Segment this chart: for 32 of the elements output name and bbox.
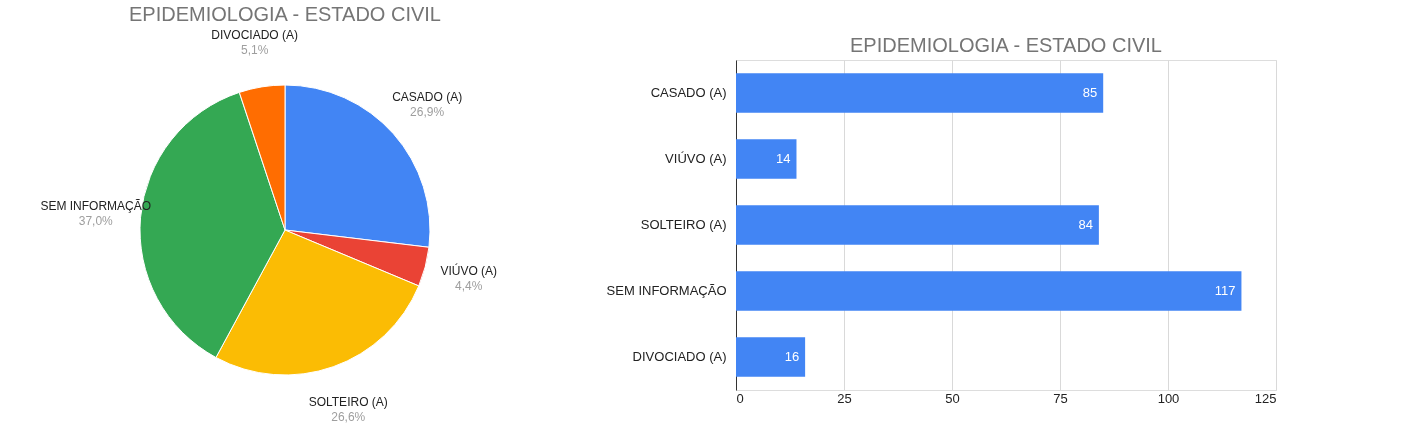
slice-label: VIÚVO (A) <box>440 263 498 279</box>
data-label: 37,0% <box>78 214 114 229</box>
x-tick-label: 25 <box>837 390 852 406</box>
data-label: 85 <box>1082 85 1098 100</box>
data-label: 5,1% <box>241 43 269 58</box>
x-tick-label: 0 <box>736 390 744 406</box>
slice-label: SOLTEIRO (A) <box>308 395 388 410</box>
data-label: 84 <box>1078 217 1093 232</box>
bar <box>736 205 1099 245</box>
x-tick-label: 75 <box>1053 390 1068 406</box>
data-label: 16 <box>784 349 800 364</box>
data-label: 26,6% <box>331 410 366 425</box>
y-tick-label: SEM INFORMAÇÃO <box>606 283 727 298</box>
slice-label: CASADO (A) <box>392 89 463 104</box>
y-tick-label: SOLTEIRO (A) <box>640 217 727 232</box>
x-tick-label: 125 <box>1254 390 1277 406</box>
x-tick-label: 50 <box>945 390 960 406</box>
bar <box>736 337 806 377</box>
x-tick-label: 100 <box>1157 390 1180 406</box>
chart-title: EPIDEMIOLOGIA - ESTADO CIVIL <box>129 3 441 26</box>
bar <box>736 73 1104 113</box>
y-tick-label: VIÚVO (A) <box>665 151 727 166</box>
data-label: 26,9% <box>410 104 445 119</box>
slice-label: DIVOCIADO (A) <box>211 28 299 43</box>
bar <box>736 139 797 179</box>
y-tick-label: DIVOCIADO (A) <box>632 349 727 364</box>
chart-title: EPIDEMIOLOGIA - ESTADO CIVIL <box>850 34 1162 56</box>
data-label: 117 <box>1214 283 1236 298</box>
data-label: 14 <box>776 151 791 166</box>
data-label: 4,4% <box>455 279 483 294</box>
bar <box>736 271 1242 311</box>
y-tick-label: CASADO (A) <box>650 85 727 100</box>
